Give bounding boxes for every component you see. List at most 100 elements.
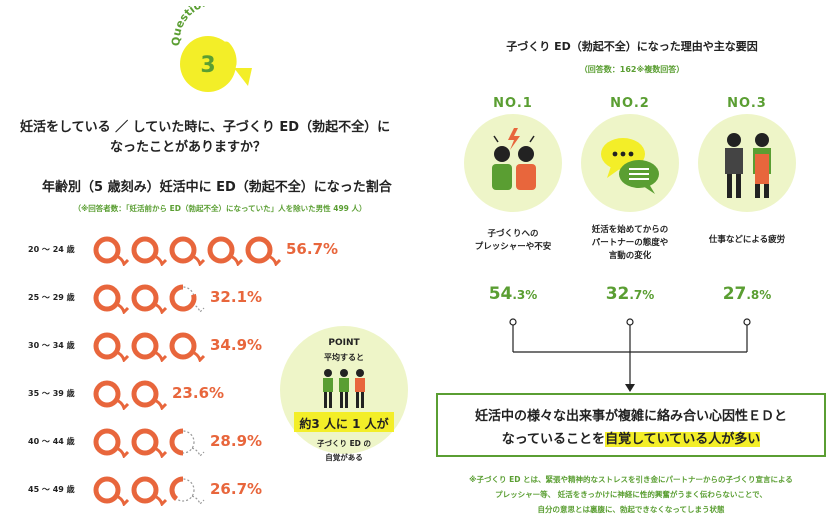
conclusion-box: 妊活中の様々な出来事が複雑に絡み合い心因性ＥＤと なっていることを自覚していてい… — [436, 393, 826, 457]
age-label: 20 ～ 24 歳 — [28, 245, 75, 254]
age-percent: 56.7% — [286, 240, 339, 258]
sperm-icon-partial — [169, 476, 205, 506]
age-row: 35 ～ 39 歳 23.6% — [28, 380, 288, 410]
reasons-title: 子づくり ED（勃起不全）になった理由や主な要因 — [506, 40, 758, 53]
rank-2-label: NO.2 — [610, 96, 650, 111]
question-number: 3 — [200, 53, 215, 78]
question-line-1: 妊活をしている ／ していた時に、子づくり ED（勃起不全）に — [20, 120, 391, 135]
age-percent: 28.9% — [210, 432, 263, 450]
rank-1-reason-l1: 子づくりへの — [487, 229, 539, 239]
sperm-icon-partial — [169, 428, 205, 458]
age-percent: 26.7% — [210, 480, 263, 498]
speech-bubbles-icon — [601, 138, 659, 194]
sperm-icon-filled — [169, 332, 206, 362]
sperm-icon-filled — [131, 332, 168, 362]
rank-3-percent: 27.8% — [692, 284, 802, 304]
question-title: 妊活をしている ／ していた時に、子づくり ED（勃起不全）に なったことがあり… — [20, 118, 420, 158]
three-men-icon — [323, 369, 365, 408]
reasons-note: （回答数：162※複数回答） — [579, 65, 685, 74]
sperm-icon-filled — [93, 284, 130, 314]
couple-stress-icon — [492, 128, 536, 190]
rank-1-label: NO.1 — [493, 96, 533, 111]
age-icon-bar — [93, 284, 205, 314]
rank-3-pct-num: 27 — [722, 284, 747, 304]
rank-3: NO.3 仕事などによる疲労 27.8% — [692, 96, 802, 304]
sperm-icon-filled — [93, 428, 130, 458]
age-row: 45 ～ 49 歳 26.7% — [28, 476, 288, 506]
sperm-icon-filled — [207, 236, 244, 266]
rank-1-reason: 子づくりへの プレッシャーや不安 — [458, 228, 568, 254]
age-row: 40 ～ 44 歳 28.9% — [28, 428, 288, 458]
age-row: 25 ～ 29 歳 32.1% — [28, 284, 288, 314]
point-average-text: 平均すると — [324, 353, 364, 362]
rank-3-circle — [698, 114, 796, 212]
conclusion-line-1: 妊活中の様々な出来事が複雑に絡み合い心因性ＥＤと — [474, 409, 787, 424]
sperm-icon-filled — [131, 284, 168, 314]
point-title: POINT — [328, 338, 360, 348]
footnote-line-1: ※子づくり ED とは、緊張や精神的なストレスを引き金にパートナーからの子づくり… — [469, 475, 793, 484]
sperm-icon-filled — [169, 236, 206, 266]
age-chart-title: 年齢別（5 歳刻み）妊活中に ED（勃起不全）になった割合 — [42, 180, 392, 195]
rank-2-pct-num: 32 — [605, 284, 630, 304]
sperm-icon-filled — [245, 236, 282, 266]
age-percent: 34.9% — [210, 336, 263, 354]
age-label: 25 ～ 29 歳 — [28, 293, 75, 302]
footnote-line-2: プレッシャー等、 妊活をきっかけに神経に性的興奮がうまく伝わらないことで、 — [495, 490, 767, 499]
rank-3-reason: 仕事などによる疲労 — [692, 234, 802, 247]
rank-1-reason-l2: プレッシャーや不安 — [474, 242, 552, 252]
point-highlight-text: 約3 人に 1 人が — [299, 417, 389, 431]
rank-2-pct-dec: .7% — [629, 288, 655, 302]
sperm-icon-filled — [93, 236, 130, 266]
footnote-line-3: 自分の意思とは裏腹に、勃起できなくなってしまう状態 — [537, 505, 725, 514]
age-icon-bar — [93, 380, 168, 410]
sperm-icon-filled — [131, 428, 168, 458]
rank-2: NO.2 妊活を始めてからの パートナーの態度や 言動の変化 32.7% — [575, 96, 685, 304]
sperm-icon-partial — [169, 284, 205, 314]
sperm-icon-filled — [131, 476, 168, 506]
rank-2-percent: 32.7% — [575, 284, 685, 304]
age-icon-bar — [93, 236, 282, 266]
age-row: 30 ～ 34 歳 34.9% — [28, 332, 288, 362]
age-label: 40 ～ 44 歳 — [28, 437, 75, 446]
conclusion-line-2: なっていることを自覚していている人が多い — [438, 428, 824, 447]
age-row: 20 ～ 24 歳 56.7% — [28, 236, 338, 266]
rank-1-pct-dec: .3% — [512, 288, 538, 302]
point-highlight: 約3 人に 1 人が — [294, 412, 394, 432]
point-callout: POINT 平均すると 約3 人に 1 人が 子づくり ED の 自覚がある — [280, 326, 408, 462]
rank-3-reason-l1: 仕事などによる疲労 — [708, 235, 786, 245]
rank-3-pct-dec: .8% — [746, 288, 772, 302]
age-icon-bar — [93, 332, 206, 362]
sperm-icon-filled — [131, 236, 168, 266]
sperm-icon-filled — [93, 476, 130, 506]
age-percent: 32.1% — [210, 288, 263, 306]
point-line-3: 子づくり ED の — [316, 439, 372, 448]
age-label: 45 ～ 49 歳 — [28, 485, 75, 494]
rank-2-reason-l2: パートナーの態度や — [591, 238, 669, 248]
sperm-icon-filled — [93, 380, 130, 410]
rank-1-circle — [464, 114, 562, 212]
age-icon-bar — [93, 476, 205, 506]
rank-2-reason-l1: 妊活を始めてからの — [591, 225, 669, 235]
sperm-icon-filled — [93, 332, 130, 362]
rank-1: NO.1 子づくりへの プレッシャーや不安 54.3% — [458, 96, 568, 304]
rank-3-label: NO.3 — [727, 96, 767, 111]
conclusion-highlight: 自覚していている人が多い — [605, 432, 761, 447]
age-label: 30 ～ 34 歳 — [28, 341, 75, 350]
point-line-4: 自覚がある — [325, 453, 363, 462]
age-label: 35 ～ 39 歳 — [28, 389, 75, 398]
footnote: ※子づくり ED とは、緊張や精神的なストレスを引き金にパートナーからの子づくり… — [436, 472, 826, 517]
rank-1-pct-num: 54 — [488, 284, 513, 304]
sperm-icon-filled — [131, 380, 168, 410]
question-line-2: なったことがありますか？ — [110, 140, 267, 155]
rank-2-circle — [581, 114, 679, 212]
question-badge: Question 3 — [170, 6, 252, 92]
rank-2-reason: 妊活を始めてからの パートナーの態度や 言動の変化 — [575, 224, 685, 263]
age-chart-note: （※回答者数：「妊活前から ED（勃起不全）になっていた」人を除いた男性 499… — [73, 204, 367, 213]
conclusion-line-2-pre: なっていることを — [501, 432, 606, 447]
age-icon-bar — [93, 428, 205, 458]
age-percent: 23.6% — [172, 384, 225, 402]
worker-fatigue-icon — [725, 133, 771, 198]
rank-1-percent: 54.3% — [458, 284, 568, 304]
rank-2-reason-l3: 言動の変化 — [608, 251, 652, 261]
